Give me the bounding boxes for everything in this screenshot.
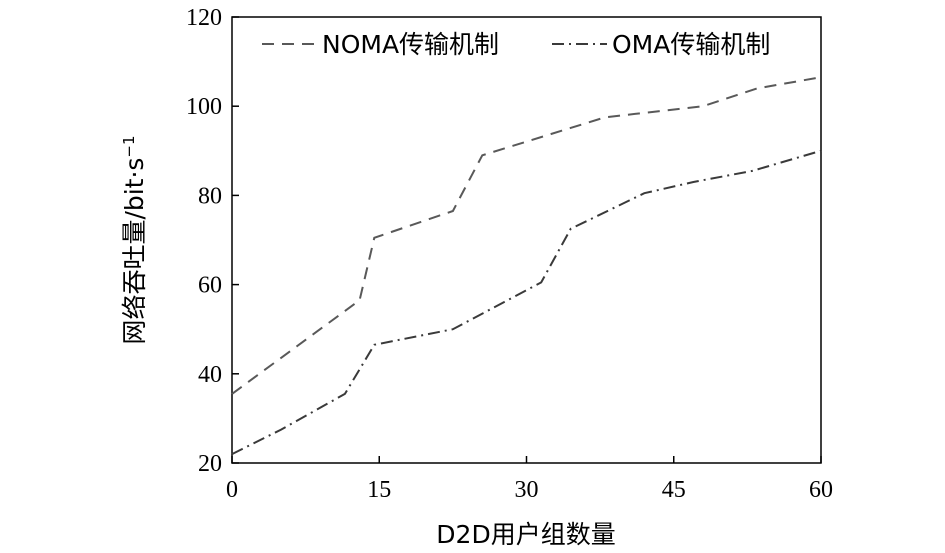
- y-tick-label: 60: [198, 273, 222, 299]
- y-tick-label: 80: [198, 183, 222, 209]
- x-axis-title: D2D用户组数量: [436, 520, 615, 549]
- axis-ticks: 0 15 30 45 60 20 40 60 80 100 120: [186, 5, 833, 503]
- plot-frame: [231, 16, 822, 464]
- x-tick-label: 45: [662, 477, 686, 503]
- legend: NOMA传输机制 OMA传输机制: [262, 30, 770, 59]
- series-line-noma: [231, 76, 822, 395]
- x-tick-label: 60: [809, 477, 833, 503]
- y-tick-label: 20: [198, 451, 222, 477]
- legend-label-oma: OMA传输机制: [612, 30, 770, 59]
- y-tick-label: 120: [186, 5, 222, 31]
- x-tick-label: 15: [367, 477, 391, 503]
- y-axis-title-main: 网络吞吐量/bit·s: [120, 158, 149, 345]
- y-axis-title: 网络吞吐量/bit·s−1: [120, 135, 149, 344]
- series-line-oma: [231, 149, 822, 455]
- y-axis-title-exponent: −1: [120, 135, 138, 157]
- legend-label-noma: NOMA传输机制: [322, 30, 499, 59]
- y-tick-label: 100: [186, 94, 222, 120]
- series-layer: [231, 76, 822, 455]
- y-tick-label: 40: [198, 362, 222, 388]
- x-tick-label: 0: [226, 477, 238, 503]
- x-tick-label: 30: [515, 477, 539, 503]
